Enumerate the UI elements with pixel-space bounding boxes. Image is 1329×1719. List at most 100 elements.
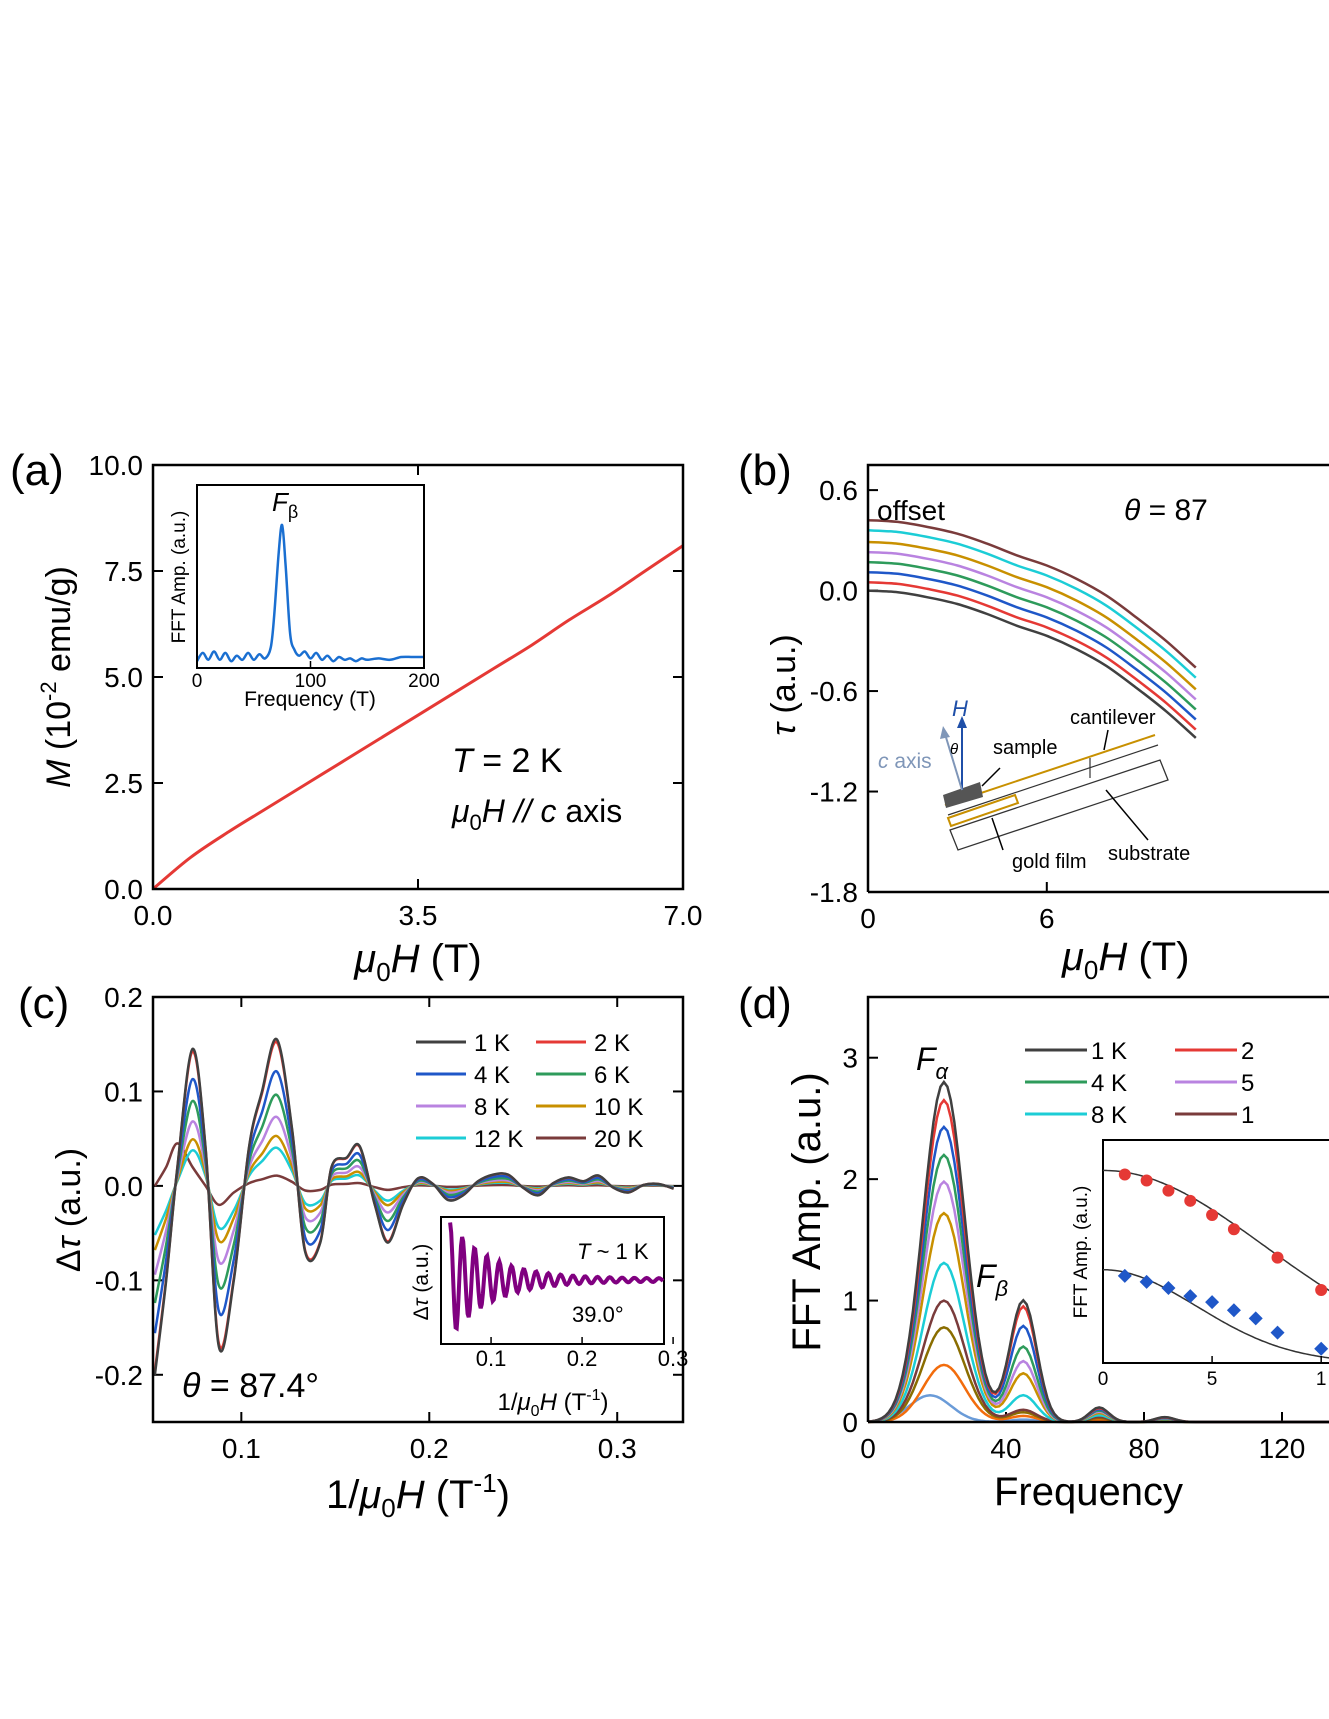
panel-b-frame [866,463,1329,892]
legend-label: 5 [1241,1070,1254,1097]
x-tick-label: 0.2 [410,1433,449,1464]
inset-blue-point [1183,1289,1198,1304]
y-tick-label: -1.8 [810,877,858,908]
inset-x-tick-label: 1 [1316,1369,1327,1390]
inset-x-tick-label: 0 [1098,1369,1109,1390]
panel-c-x-tick-labels: 0.1 0.2 0.3 [222,1433,637,1464]
schematic-sample-label: sample [993,737,1057,759]
inset-blue-point [1270,1325,1285,1340]
x-tick-label: 0.0 [134,900,173,931]
panel-c-inset-temperature: T ~ 1 K [577,1239,649,1264]
y-tick-label: 0.0 [104,1171,143,1202]
y-tick-label: -0.1 [95,1265,143,1296]
panel-a-label: (a) [10,446,64,495]
panel-c-y-tick-labels: -0.2 -0.1 0.0 0.1 0.2 [95,982,143,1391]
panel-c-inset-ticks: 0.1 0.2 0.3 [476,1337,689,1371]
panel-c-label: (c) [18,979,69,1028]
y-tick-label: 5.0 [104,662,143,693]
schematic-H-label: H [952,696,968,721]
panel-a-inset-ticks: 0 100 200 [192,661,440,692]
torque-curve [867,560,1197,711]
panel-c-ticks [153,996,683,1422]
panel-d-legend: 1 K 2 4 K 5 8 K 1 [1025,1038,1254,1129]
schematic-theta-label: θ [950,741,958,758]
legend-label: 1 [1241,1102,1254,1129]
inset-x-tick-label: 0.2 [567,1346,598,1371]
legend-label: 12 K [474,1126,523,1153]
inset-red-point [1162,1184,1175,1197]
x-tick-label: 0.3 [598,1433,637,1464]
panel-c-theta-label: θ = 87.4° [182,1367,319,1405]
inset-red-point [1271,1251,1284,1264]
legend-label: 1 K [1091,1038,1127,1065]
panel-a-x-label: μ0H (T) [353,937,481,987]
legend-label: 1 K [474,1030,510,1057]
y-tick-label: 1 [842,1286,858,1317]
x-tick-label: 40 [990,1433,1021,1464]
c-axis-arrow [944,733,963,791]
torque-curve [867,519,1197,669]
torque-curve [867,540,1197,691]
panel-b-torque-curves [867,519,1197,739]
panel-d-y-label: FFT Amp. (a.u.) [785,1072,829,1351]
y-tick-label: 2.5 [104,768,143,799]
panel-d-x-tick-labels: 0 40 80 120 [860,1433,1305,1464]
torque-curve [867,589,1197,739]
legend-label: 20 K [594,1126,643,1153]
torque-curve [867,550,1197,701]
panel-a-temperature-annotation: T = 2 K [452,742,563,780]
panel-c-x-label: 1/μ0H (T-1) [326,1468,510,1523]
legend-label: 4 K [1091,1070,1127,1097]
panel-c-inset-y-label: Δτ (a.u.) [410,1244,433,1321]
panel-b-x-label: μ0H (T) [1061,935,1189,985]
inset-blue-point [1314,1341,1329,1356]
panel-c-frame [151,995,685,1424]
panel-a-inset-frame [196,484,425,669]
panel-c-inset-angle: 39.0° [572,1302,624,1327]
y-tick-label: -1.2 [810,777,858,808]
inset-blue-point [1248,1311,1263,1326]
panel-a-field-annotation: μ0H // c axis [451,793,622,835]
panel-c: (c) -0.2 -0.1 0.0 0.1 0.2 0.1 0.2 0.3 1 K 2 K 4 … [18,979,688,1523]
legend-label: 4 K [474,1062,510,1089]
schematic-substrate-label: substrate [1108,843,1190,865]
legend-label: 6 K [594,1062,630,1089]
substrate-shape [949,759,1169,851]
panel-c-inset-x-label: 1/μ0H (T-1) [498,1387,609,1420]
inset-x-tick-label: 0.3 [658,1346,689,1371]
panel-a-inset-fft-line [195,523,424,663]
inset-blue-point [1205,1295,1220,1310]
panel-d-frame [866,995,1329,1422]
panel-d: (d) 0 1 2 3 0 40 80 120 1 K 2 4 K 5 8 K 1 Fα Fβ FFT… [738,979,1329,1514]
inset-x-tick-label: 0.1 [476,1346,507,1371]
panel-c-inset-curve [448,1222,665,1332]
panel-d-peak-alpha-label: Fα [916,1041,950,1084]
x-tick-label: 80 [1128,1433,1159,1464]
torque-curve [867,570,1197,721]
gold-film-shape [946,793,1020,828]
legend-label: 2 [1241,1038,1254,1065]
y-tick-label: 0 [842,1407,858,1438]
x-tick-label: 0.1 [222,1433,261,1464]
legend-label: 10 K [594,1094,643,1121]
panel-b-cantilever-schematic: H θ c axis sample cantilever gold film s… [878,696,1190,873]
panel-b-ticks [867,489,1048,893]
panel-b-theta-label: θ = 87 [1124,494,1208,527]
panel-a-inset-x-label: Frequency (T) [244,688,376,711]
panel-c-y-label: Δτ (a.u.) [50,1148,88,1272]
y-tick-label: 0.0 [819,576,858,607]
inset-x-tick-label: 5 [1207,1369,1218,1390]
fit-curve-blue [1102,1268,1329,1359]
inset-blue-point [1117,1268,1132,1283]
panel-d-y-tick-labels: 0 1 2 3 [842,1043,858,1438]
y-tick-label: -0.6 [810,676,858,707]
inset-red-point [1227,1223,1240,1236]
panel-a-y-tick-labels: 0.0 2.5 5.0 7.5 10.0 [89,450,144,905]
panel-a-x-tick-labels: 0.0 3.5 7.0 [134,900,703,931]
panel-c-oscillation-curves [153,1037,675,1375]
sample-shape [943,782,983,808]
inset-red-point [1184,1194,1197,1207]
